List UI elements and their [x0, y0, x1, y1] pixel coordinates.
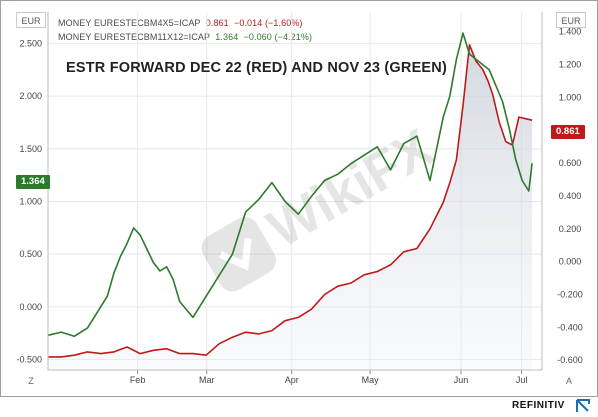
x-tick-label: Mar — [199, 375, 215, 385]
x-tick-label: Jun — [454, 375, 469, 385]
refinitiv-logo: REFINITIV — [512, 400, 565, 411]
red-last-value-tag: 0.861 — [551, 125, 585, 139]
green-series-line — [47, 32, 533, 338]
left-tick-label: 2.000 — [19, 91, 42, 101]
legend-value-red: 0.861 — [205, 18, 229, 28]
left-tick-label: 2.500 — [19, 39, 42, 49]
legend-row-green[interactable]: MONEY EURESTECBM11X12=ICAP 1.364 −0.060 … — [58, 32, 312, 42]
right-tick-label: 0.400 — [559, 191, 582, 201]
left-tick-label: 1.500 — [19, 144, 42, 154]
left-axis-currency-button[interactable]: EUR — [16, 12, 46, 28]
legend-name-green: MONEY EURESTECBM11X12=ICAP — [58, 32, 211, 42]
red-series-area — [48, 44, 533, 371]
red-series-line — [48, 44, 533, 358]
legend-change-red: −0.014 (−1.60%) — [233, 18, 303, 28]
left-tick-label: 0.000 — [19, 302, 42, 312]
legend-row-red[interactable]: MONEY EURESTECBM4X5=ICAP 0.861 −0.014 (−… — [58, 18, 303, 28]
right-tick-label: 1.200 — [559, 60, 582, 70]
x-tick-label: Apr — [285, 375, 299, 385]
left-tick-label: -0.500 — [16, 354, 42, 364]
left-tick-label: 0.500 — [19, 249, 42, 259]
right-tick-label: -0.200 — [557, 289, 583, 299]
right-tick-label: 1.000 — [559, 92, 582, 102]
legend-value-green: 1.364 — [215, 32, 239, 42]
left-tick-label: 1.000 — [19, 197, 42, 207]
right-axis-currency-button[interactable]: EUR — [556, 12, 586, 28]
right-tick-label: -0.600 — [557, 355, 583, 365]
green-last-value-tag: 1.364 — [16, 175, 50, 189]
right-tick-label: -0.400 — [557, 322, 583, 332]
zoom-z-button[interactable]: Z — [28, 376, 34, 386]
watermark-logo-mark — [218, 238, 252, 271]
legend-change-green: −0.060 (−4.21%) — [243, 32, 313, 42]
right-tick-label: 0.000 — [559, 257, 582, 267]
right-tick-label: 1.400 — [559, 27, 582, 37]
right-tick-label: 0.200 — [559, 224, 582, 234]
chart-title: ESTR FORWARD DEC 22 (RED) AND NOV 23 (GR… — [66, 60, 448, 76]
x-tick-label: Feb — [130, 375, 146, 385]
right-tick-label: 0.600 — [559, 158, 582, 168]
watermark-text: WikiFX — [258, 118, 443, 260]
legend-name-red: MONEY EURESTECBM4X5=ICAP — [58, 18, 201, 28]
x-tick-label: Jul — [516, 375, 528, 385]
auto-scale-a-button[interactable]: A — [565, 376, 572, 386]
x-tick-label: May — [362, 375, 380, 385]
refinitiv-mark-icon — [576, 399, 590, 412]
